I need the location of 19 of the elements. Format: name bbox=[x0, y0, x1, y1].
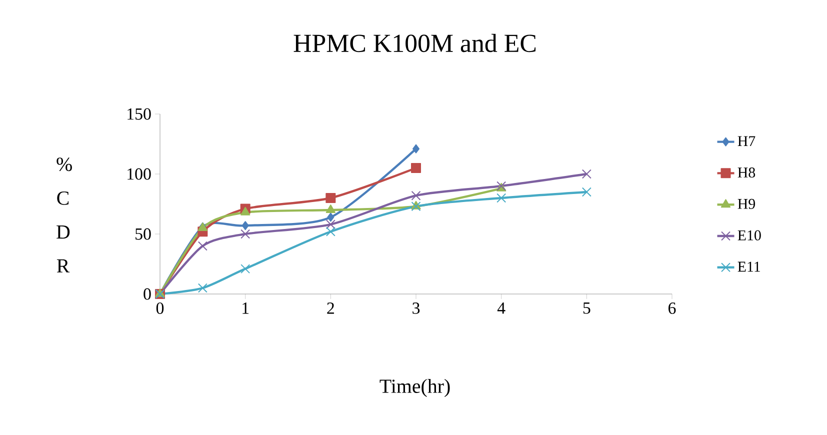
legend-label: H9 bbox=[738, 198, 756, 209]
x-tick-label: 1 bbox=[242, 302, 249, 314]
x-tick-label: 2 bbox=[327, 302, 334, 314]
x-tick-label: 5 bbox=[583, 302, 590, 314]
chart-title: HPMC K100M and EC bbox=[294, 34, 536, 52]
legend-label: H7 bbox=[738, 136, 756, 146]
x-axis-title: Time(hr) bbox=[380, 378, 450, 398]
x-tick-label: 3 bbox=[412, 302, 420, 314]
x-tick-label: 6 bbox=[668, 302, 676, 314]
x-tick-label: 4 bbox=[497, 302, 506, 314]
legend-label: H8 bbox=[738, 167, 756, 178]
x-tick-label: 0 bbox=[156, 302, 164, 314]
legend-label: E10 bbox=[738, 230, 761, 240]
legend-label: E11 bbox=[738, 262, 760, 272]
y-tick-label: 0 bbox=[144, 288, 151, 300]
y-tick-label: 150 bbox=[128, 108, 151, 120]
y-tick-label: 100 bbox=[128, 168, 151, 180]
y-tick-label: 50 bbox=[136, 228, 151, 240]
y-axis-title: % C D R bbox=[56, 158, 72, 272]
